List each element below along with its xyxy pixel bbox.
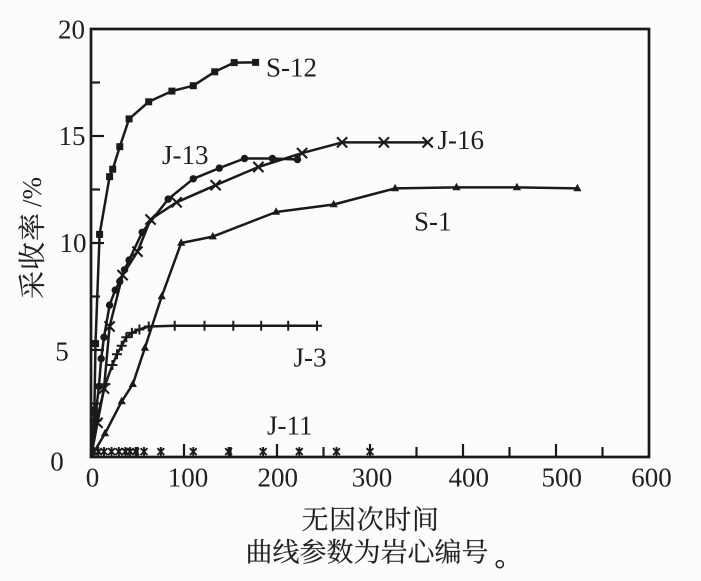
svg-text:J-13: J-13: [162, 140, 209, 170]
svg-text:10: 10: [60, 228, 87, 258]
svg-text:5: 5: [55, 337, 69, 367]
svg-text:S-12: S-12: [266, 53, 317, 83]
svg-text:15: 15: [59, 121, 86, 151]
svg-text:S-1: S-1: [414, 207, 452, 237]
svg-text:100: 100: [168, 463, 209, 493]
svg-text:20: 20: [58, 15, 85, 45]
svg-text:600: 600: [631, 463, 672, 493]
svg-text:/%: /%: [17, 177, 47, 207]
svg-text:0: 0: [86, 463, 100, 493]
svg-text:0: 0: [50, 447, 64, 477]
svg-text:J-11: J-11: [267, 410, 313, 440]
svg-text:J-16: J-16: [438, 125, 485, 155]
svg-text:400: 400: [448, 463, 489, 493]
svg-text:300: 300: [352, 463, 393, 493]
svg-text:200: 200: [257, 463, 298, 493]
svg-text:J-3: J-3: [294, 342, 327, 372]
svg-text:500: 500: [541, 463, 582, 493]
